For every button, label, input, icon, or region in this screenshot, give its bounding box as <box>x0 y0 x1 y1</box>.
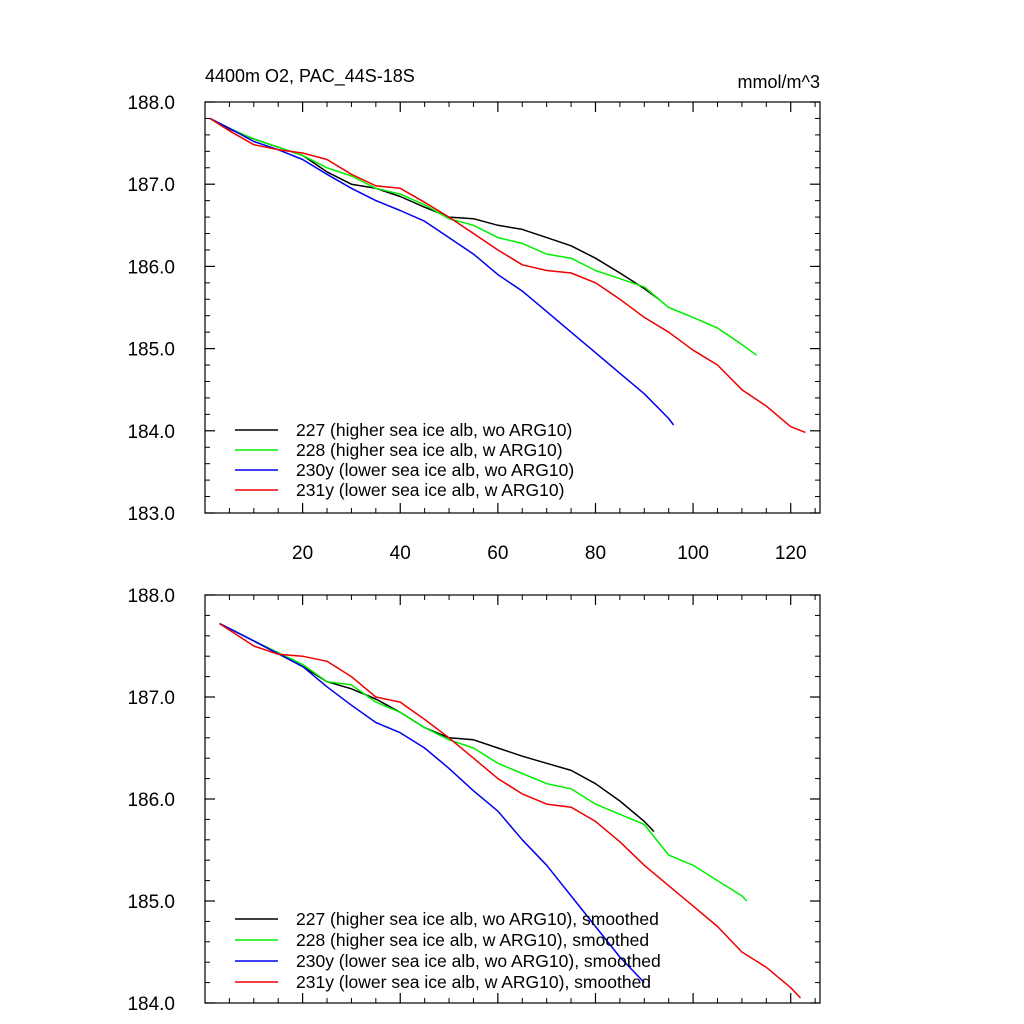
series-line-3 <box>219 622 645 984</box>
legend: 227 (higher sea ice alb, wo ARG10), smoo… <box>235 909 661 992</box>
y-tick-label: 183.0 <box>127 504 175 525</box>
chart-title: 4400m O2, PAC_44S-18S <box>205 66 415 87</box>
y-tick-label: 187.0 <box>127 688 175 709</box>
y-tick-label: 185.0 <box>127 892 175 913</box>
series-line-3 <box>209 117 675 426</box>
x-tick-label: 120 <box>775 543 807 564</box>
y-tick-label: 184.0 <box>127 994 175 1015</box>
x-tick-label: 20 <box>292 543 313 564</box>
series-line-2 <box>209 117 757 356</box>
y-tick-label: 187.0 <box>127 175 175 196</box>
legend-label: 231y (lower sea ice alb, w ARG10), smoot… <box>296 972 651 992</box>
y-tick-label: 188.0 <box>127 93 175 114</box>
legend-label: 231y (lower sea ice alb, w ARG10) <box>296 480 564 500</box>
plot-frame <box>204 101 821 514</box>
chart-panel-2: 184.0 185.0 186.0 187.0 188.0 227 (higher sea… <box>127 586 821 1015</box>
legend: 227 (higher sea ice alb, wo ARG10)228 (h… <box>235 420 574 500</box>
legend-label: 230y (lower sea ice alb, wo ARG10) <box>296 460 574 480</box>
series-line-4 <box>219 622 802 999</box>
chart-panel-1: 183.0 184.0 185.0 186.0 187.0 188.0 20 40 60 80 10… <box>127 66 821 564</box>
y-tick-label: 185.0 <box>127 340 175 361</box>
legend-label: 230y (lower sea ice alb, wo ARG10), smoo… <box>296 951 661 971</box>
y-tick-label: 186.0 <box>127 790 175 811</box>
y-tick-label: 188.0 <box>127 586 175 607</box>
legend-label: 228 (higher sea ice alb, w ARG10) <box>296 440 563 460</box>
y-tick-label: 184.0 <box>127 422 175 443</box>
x-tick-label: 40 <box>390 543 411 564</box>
series-line-2 <box>219 622 748 902</box>
y-tick-label: 186.0 <box>127 257 175 278</box>
x-tick-label: 80 <box>585 543 606 564</box>
series-line-4 <box>209 117 806 434</box>
x-tick-label: 60 <box>487 543 508 564</box>
x-tick-label: 100 <box>677 543 709 564</box>
units-label: mmol/m^3 <box>738 72 820 92</box>
legend-label: 227 (higher sea ice alb, wo ARG10), smoo… <box>296 909 659 929</box>
legend-label: 227 (higher sea ice alb, wo ARG10) <box>296 420 572 440</box>
legend-label: 228 (higher sea ice alb, w ARG10), smoot… <box>296 930 649 950</box>
